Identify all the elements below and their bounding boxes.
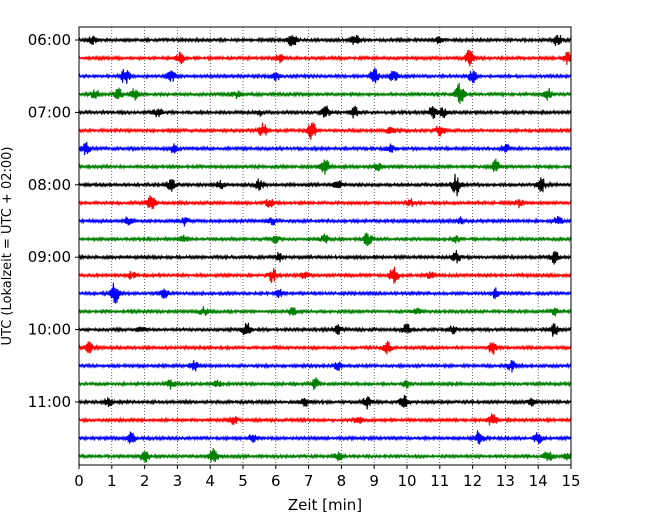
trace-10:45 [78, 377, 572, 391]
y-tick-label: 08:00 [28, 176, 71, 194]
trace-09:45 [78, 306, 572, 317]
y-tick-label: 07:00 [28, 103, 71, 121]
trace-07:30 [78, 141, 572, 156]
trace-08:15 [78, 195, 572, 210]
x-tick-label: 6 [271, 472, 281, 490]
y-axis-label: UTC (Lokalzeit = UTC + 02:00) [0, 147, 15, 346]
trace-11:00 [78, 394, 572, 410]
x-tick-label: 4 [205, 472, 215, 490]
x-tick-label: 5 [238, 472, 248, 490]
trace-10:30 [78, 359, 572, 373]
trace-06:30 [78, 67, 572, 85]
trace-06:15 [78, 49, 572, 67]
trace-09:00 [78, 250, 572, 265]
x-tick-label: 8 [337, 472, 347, 490]
trace-07:00 [78, 105, 572, 120]
x-tick-label: 3 [173, 472, 183, 490]
x-tick-label: 1 [107, 472, 117, 490]
trace-08:30 [78, 215, 572, 227]
trace-10:00 [78, 322, 572, 337]
trace-11:45 [78, 447, 572, 463]
y-tick-label: 09:00 [28, 248, 71, 266]
trace-11:15 [78, 413, 572, 426]
x-tick-label: 7 [304, 472, 314, 490]
trace-07:45 [78, 158, 572, 175]
trace-08:45 [78, 232, 572, 247]
y-tick-label: 06:00 [28, 31, 71, 49]
x-tick-label: 2 [140, 472, 150, 490]
trace-10:15 [78, 340, 572, 355]
trace-09:30 [78, 282, 572, 304]
x-axis-ticks: 0 1 2 3 4 5 6 7 8 9 10 11 12 13 14 15 [74, 465, 581, 490]
x-tick-label: 11 [430, 472, 449, 490]
grid-lines [111, 27, 539, 465]
x-tick-label: 10 [397, 472, 416, 490]
x-tick-label: 9 [369, 472, 379, 490]
traces [78, 34, 572, 463]
x-tick-label: 0 [74, 472, 84, 490]
y-tick-label: 10:00 [28, 321, 71, 339]
x-tick-label: 14 [529, 472, 548, 490]
trace-06:00 [78, 34, 572, 47]
x-tick-label: 12 [463, 472, 482, 490]
trace-06:45 [78, 82, 572, 104]
plot-frame [78, 26, 572, 466]
x-axis-label: Zeit [min] [288, 496, 362, 514]
y-axis-ticks: 06:00 07:00 08:00 09:00 10:00 11:00 [28, 31, 79, 411]
y-tick-label: 11:00 [28, 393, 71, 411]
trace-07:15 [78, 122, 572, 140]
x-tick-label: 15 [561, 472, 580, 490]
trace-11:30 [78, 430, 572, 445]
trace-09:15 [78, 266, 572, 284]
trace-08:00 [78, 173, 572, 197]
x-tick-label: 13 [496, 472, 515, 490]
